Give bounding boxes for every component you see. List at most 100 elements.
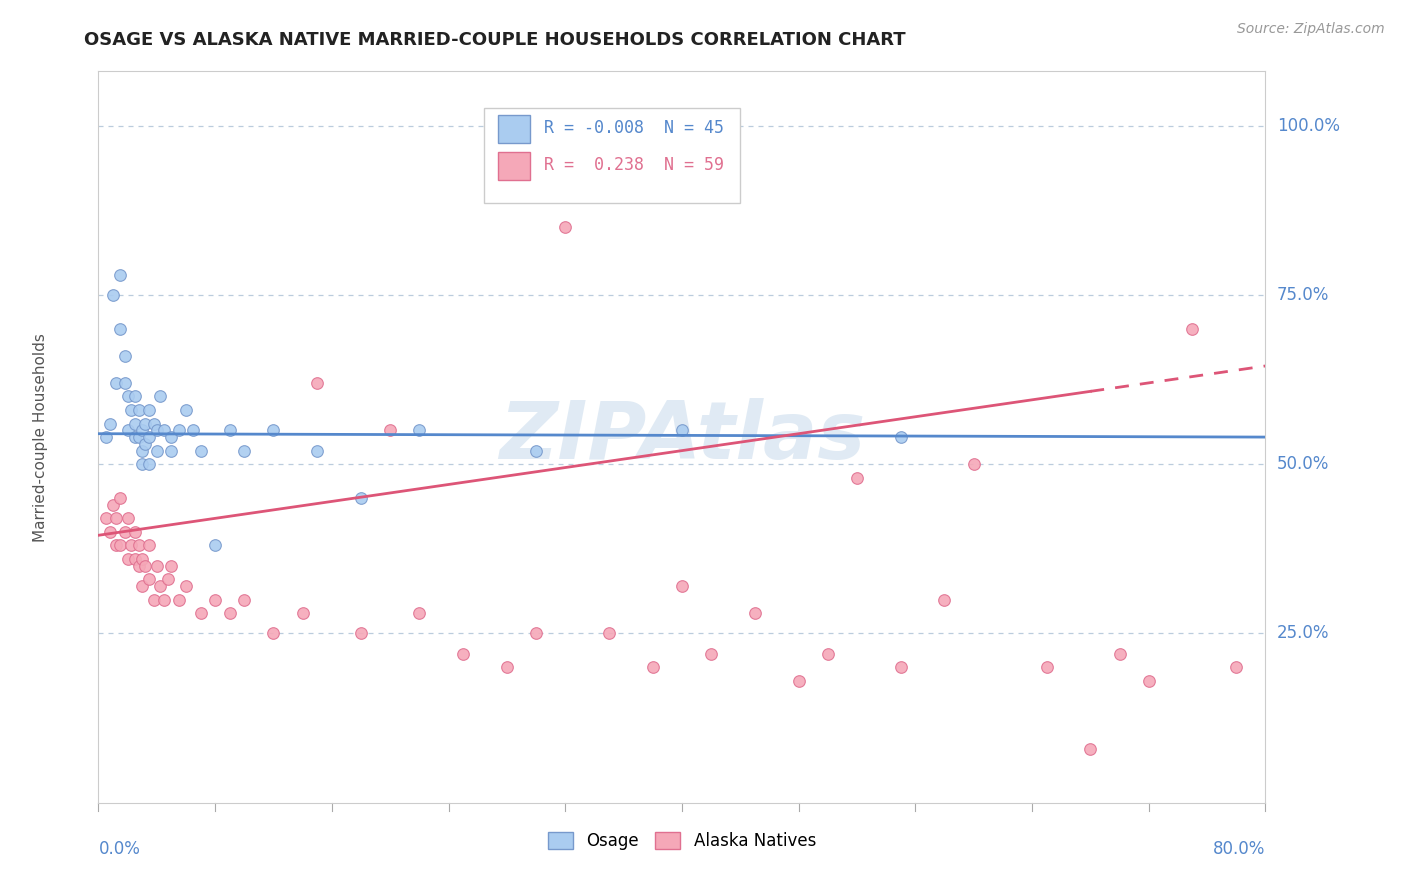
Point <box>181 423 204 437</box>
Point <box>451 647 474 661</box>
Text: 0.0%: 0.0% <box>98 840 141 858</box>
Point <box>149 579 172 593</box>
Text: ZIPAtlas: ZIPAtlas <box>499 398 865 476</box>
Point <box>138 430 160 444</box>
Point <box>262 626 284 640</box>
Point <box>120 403 142 417</box>
Point <box>104 511 127 525</box>
Point <box>142 417 165 431</box>
Point <box>101 288 124 302</box>
Point <box>174 403 197 417</box>
Point <box>131 579 153 593</box>
Point <box>1108 647 1130 661</box>
Point <box>94 430 117 444</box>
Point <box>153 423 176 437</box>
Point <box>110 538 132 552</box>
Point <box>233 592 256 607</box>
Point <box>110 268 132 282</box>
Point <box>218 423 240 437</box>
Point <box>598 626 620 640</box>
Point <box>114 349 136 363</box>
Point <box>138 572 160 586</box>
Point <box>104 376 127 390</box>
Point <box>408 606 430 620</box>
Point <box>120 538 142 552</box>
Point <box>128 430 150 444</box>
Text: 100.0%: 100.0% <box>1277 117 1340 135</box>
FancyBboxPatch shape <box>498 152 530 179</box>
Point <box>554 220 576 235</box>
Text: R =  0.238  N = 59: R = 0.238 N = 59 <box>544 156 724 174</box>
Point <box>134 558 156 573</box>
Point <box>114 524 136 539</box>
Point <box>124 430 146 444</box>
Point <box>94 511 117 525</box>
Text: 80.0%: 80.0% <box>1213 840 1265 858</box>
Point <box>110 322 132 336</box>
Text: 50.0%: 50.0% <box>1277 455 1330 473</box>
Point <box>671 423 693 437</box>
Text: 25.0%: 25.0% <box>1277 624 1330 642</box>
Point <box>110 491 132 505</box>
Point <box>524 443 547 458</box>
Point <box>149 389 172 403</box>
Point <box>98 417 121 431</box>
Point <box>131 423 153 437</box>
Point <box>131 552 153 566</box>
Point <box>496 660 519 674</box>
Point <box>128 558 150 573</box>
Point <box>204 538 226 552</box>
Point <box>98 524 121 539</box>
Point <box>138 538 160 552</box>
Point <box>134 417 156 431</box>
Point <box>307 376 329 390</box>
Text: Married-couple Households: Married-couple Households <box>32 333 48 541</box>
Point <box>138 457 160 471</box>
Point <box>146 443 169 458</box>
Point <box>307 443 329 458</box>
Point <box>160 558 183 573</box>
Point <box>167 592 190 607</box>
Point <box>671 579 693 593</box>
Point <box>138 403 160 417</box>
Point <box>350 626 373 640</box>
Point <box>787 673 810 688</box>
Point <box>190 443 212 458</box>
Point <box>174 579 197 593</box>
Point <box>124 417 146 431</box>
Legend: Osage, Alaska Natives: Osage, Alaska Natives <box>541 825 823 856</box>
Point <box>128 538 150 552</box>
FancyBboxPatch shape <box>498 115 530 143</box>
Point <box>524 626 547 640</box>
Text: 75.0%: 75.0% <box>1277 285 1330 304</box>
Point <box>146 423 169 437</box>
Point <box>262 423 284 437</box>
Point <box>142 592 165 607</box>
Point <box>962 457 984 471</box>
Point <box>291 606 314 620</box>
Point <box>117 423 139 437</box>
Point <box>146 558 169 573</box>
Text: R = -0.008  N = 45: R = -0.008 N = 45 <box>544 120 724 137</box>
Point <box>128 403 150 417</box>
Point <box>1035 660 1057 674</box>
Point <box>160 443 183 458</box>
Point <box>1080 741 1102 756</box>
Point <box>131 457 153 471</box>
Point <box>124 389 146 403</box>
Point <box>641 660 664 674</box>
FancyBboxPatch shape <box>484 108 741 203</box>
Point <box>1181 322 1204 336</box>
Point <box>934 592 956 607</box>
Point <box>1137 673 1160 688</box>
Point <box>117 552 139 566</box>
Point <box>744 606 766 620</box>
Point <box>153 592 176 607</box>
Point <box>190 606 212 620</box>
Point <box>204 592 226 607</box>
Point <box>114 376 136 390</box>
Point <box>233 443 256 458</box>
Point <box>124 552 146 566</box>
Point <box>817 647 839 661</box>
Point <box>131 443 153 458</box>
